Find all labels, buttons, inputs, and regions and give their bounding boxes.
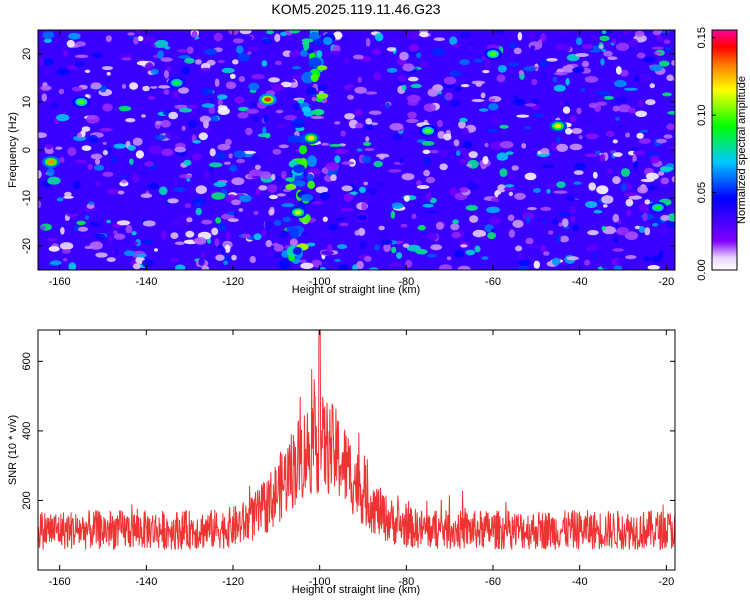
snr-y-axis: 200 400 600 [21,352,675,510]
x-tick-label: -120 [222,576,244,588]
x-tick-label: -60 [485,276,501,288]
spectrogram-x-label: Height of straight line (km) [292,284,420,296]
heatmap-peak [648,201,667,214]
y-tick-label: 200 [21,491,33,509]
colorbar-tick-label: 0.10 [696,104,708,125]
colorbar-tick-label: 0.00 [696,259,708,280]
heatmap-peak [289,206,307,219]
heatmap-peak [419,124,437,137]
colorbar-tick-label: 0.05 [696,182,708,203]
colorbar-gradient [711,29,738,271]
snr-frame [37,329,676,571]
spectrogram-panel: -160 -140 -120 -100 -80 -60 -40 -20 -20-1001020… [7,29,676,296]
y-tick-label: -20 [21,238,33,254]
heatmap-peak [258,93,277,106]
spectrogram-x-axis: -160 -140 -120 -100 -80 -60 -40 -20 [49,30,674,288]
chart-title: KOM5.2025.119.11.46.G23 [271,1,440,17]
x-tick-label: -160 [49,276,71,288]
spectrogram-y-label: Frequency (Hz) [7,112,19,188]
x-tick-label: -140 [135,576,157,588]
x-tick-label: -80 [398,576,414,588]
x-tick-label: -20 [658,276,674,288]
x-tick-label: -40 [572,576,588,588]
heatmap-peak [167,76,186,89]
heatmap-peak [484,48,502,60]
x-tick-label: -60 [485,576,501,588]
x-tick-label: -20 [658,576,674,588]
x-tick-label: -40 [572,276,588,288]
colorbar-ticks: 0.00 0.05 0.10 0.15 [696,27,716,281]
snr-x-axis: -160 -140 -120 -100 -80 -60 -40 -20 [49,330,674,588]
snr-x-label: Height of straight line (km) [292,584,420,596]
y-tick-label: -10 [21,190,33,206]
x-tick-label: -100 [309,276,331,288]
colorbar-tick-label: 0.15 [696,27,708,48]
spectrogram-y-axis: -20 -10 0 10 20 [21,48,675,254]
y-tick-label: 20 [21,48,33,60]
colorbar: 0.00 0.05 0.10 0.15 Normalized spectral amp… [696,27,748,281]
y-tick-label: 0 [21,147,33,153]
y-tick-label: 600 [21,352,33,370]
heatmap-peak [72,96,91,108]
x-tick-label: -160 [49,576,71,588]
y-tick-label: 400 [21,422,33,440]
heatmap-image [38,30,675,270]
colorbar-label: Normalized spectral amplitude [736,76,748,224]
x-tick-label: -80 [398,276,414,288]
x-tick-label: -100 [309,576,331,588]
y-tick-label: 10 [21,96,33,108]
snr-panel: -160 -140 -120 -100 -80 -60 -40 -20 200 400 600 H… [7,329,676,596]
x-tick-label: -140 [135,276,157,288]
heatmap-peak [549,120,567,132]
snr-series-line [38,330,675,550]
x-tick-label: -120 [222,276,244,288]
snr-y-label: SNR (10 * v/v) [7,415,19,485]
heatmap-peak [302,132,320,144]
heatmap-peak [42,156,60,168]
